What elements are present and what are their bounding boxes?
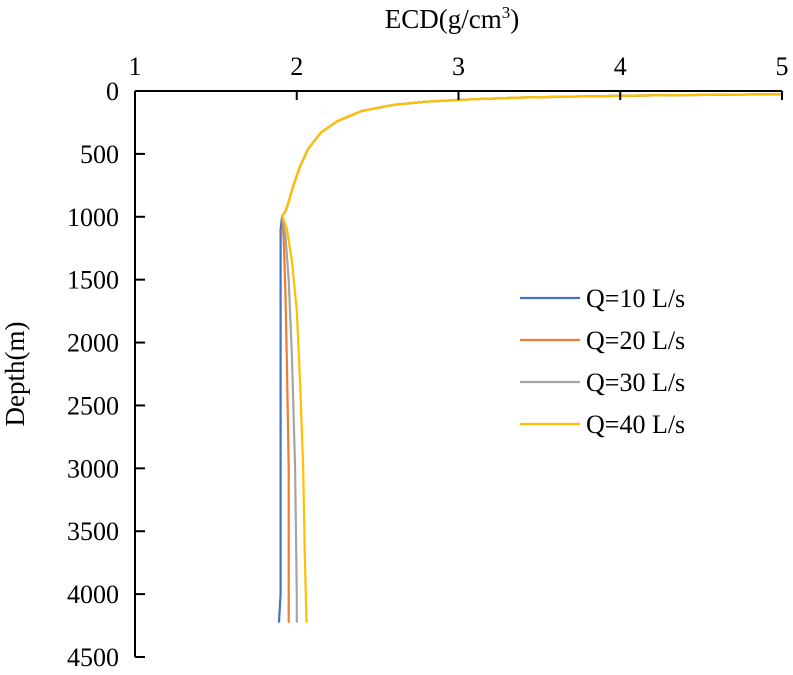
x-axis-title: ECD(g/cm3) — [385, 3, 519, 34]
x-tick-label: 1 — [129, 52, 142, 81]
y-tick-label: 4000 — [67, 580, 119, 609]
y-tick-label: 0 — [106, 77, 119, 106]
series-line-4 — [281, 93, 784, 623]
y-ticks: 0 500 1000 1500 2000 2500 3000 3500 4000 4500 — [67, 77, 145, 672]
legend: Q=10 L/s Q=20 L/s Q=30 L/s Q=40 L/s — [520, 284, 685, 439]
series-line-1 — [277, 93, 784, 623]
x-tick-label: 4 — [614, 52, 627, 81]
legend-label-2: Q=20 L/s — [586, 326, 685, 355]
series-group — [277, 93, 784, 623]
series-line-3 — [281, 93, 784, 623]
x-tick-label: 2 — [290, 52, 303, 81]
x-ticks: 1 2 3 4 5 — [129, 52, 789, 100]
y-tick-label: 2500 — [67, 391, 119, 420]
x-tick-label: 3 — [452, 52, 465, 81]
y-tick-label: 1500 — [67, 266, 119, 295]
legend-label-4: Q=40 L/s — [586, 410, 685, 439]
y-tick-label: 1000 — [67, 203, 119, 232]
y-tick-label: 500 — [80, 140, 119, 169]
legend-label-1: Q=10 L/s — [586, 284, 685, 313]
x-tick-label: 5 — [776, 52, 789, 81]
series-line-2 — [281, 93, 784, 623]
y-axis-title: Depth(m) — [0, 322, 30, 427]
y-tick-label: 3000 — [67, 454, 119, 483]
y-tick-label: 3500 — [67, 517, 119, 546]
legend-label-3: Q=30 L/s — [586, 368, 685, 397]
y-tick-label: 4500 — [67, 643, 119, 672]
y-tick-label: 2000 — [67, 329, 119, 358]
